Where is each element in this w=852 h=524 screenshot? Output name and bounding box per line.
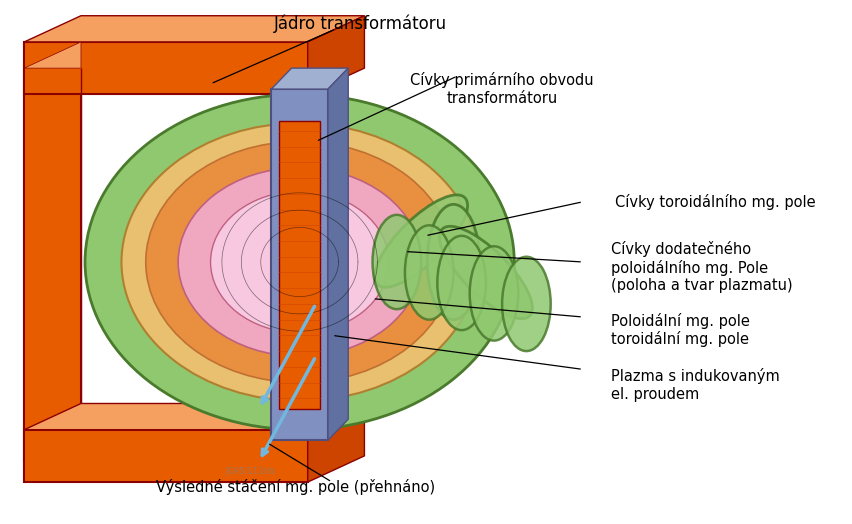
Text: Cívky toroidálního mg. pole: Cívky toroidálního mg. pole <box>615 194 816 210</box>
Ellipse shape <box>440 226 532 319</box>
Ellipse shape <box>372 215 421 309</box>
Ellipse shape <box>469 246 518 341</box>
FancyBboxPatch shape <box>271 89 328 440</box>
Text: Cívky dodatečného
poloidálního mg. Pole
(poloha a tvar plazmatu): Cívky dodatečného poloidálního mg. Pole … <box>612 241 793 293</box>
Ellipse shape <box>502 257 550 351</box>
Ellipse shape <box>405 225 453 320</box>
Ellipse shape <box>437 236 486 330</box>
FancyBboxPatch shape <box>25 430 308 482</box>
Polygon shape <box>308 403 365 482</box>
Text: Cívky primárního obvodu
transformátoru: Cívky primárního obvodu transformátoru <box>411 72 594 106</box>
Polygon shape <box>308 16 365 94</box>
Ellipse shape <box>210 191 389 333</box>
Ellipse shape <box>427 204 480 320</box>
Polygon shape <box>328 68 348 440</box>
Text: Jádro transformátoru: Jádro transformátoru <box>273 14 447 33</box>
Ellipse shape <box>178 168 421 356</box>
Polygon shape <box>25 16 365 42</box>
Text: Plazma s indukovaným
el. proudem: Plazma s indukovaným el. proudem <box>612 368 780 402</box>
Ellipse shape <box>122 123 478 401</box>
Polygon shape <box>25 42 81 68</box>
Text: Výsledné stáčení mg. pole (přehnáno): Výsledné stáčení mg. pole (přehnáno) <box>156 479 435 495</box>
FancyBboxPatch shape <box>279 121 320 409</box>
Ellipse shape <box>85 94 515 430</box>
Text: Poloidální mg. pole
toroidální mg. pole: Poloidální mg. pole toroidální mg. pole <box>612 313 751 347</box>
FancyBboxPatch shape <box>25 42 308 94</box>
Ellipse shape <box>375 195 468 287</box>
Ellipse shape <box>146 141 453 383</box>
Polygon shape <box>271 68 348 89</box>
FancyBboxPatch shape <box>25 68 81 461</box>
Polygon shape <box>25 403 365 430</box>
Text: JG95/113/dc: JG95/113/dc <box>226 467 277 476</box>
